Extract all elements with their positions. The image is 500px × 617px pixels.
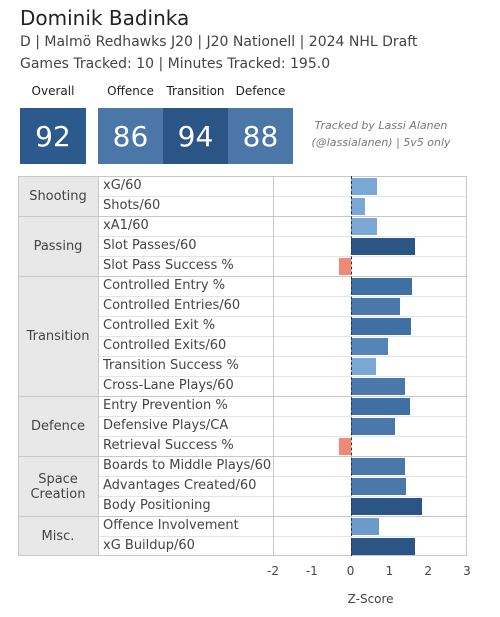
score-label: Transition <box>166 84 225 98</box>
metric-label: Boards to Middle Plays/60 <box>103 458 272 473</box>
row-divider <box>98 256 467 257</box>
group-label: Defence <box>18 396 98 456</box>
metric-label: Advantages Created/60 <box>103 478 257 493</box>
score-box: 88 <box>228 108 293 164</box>
row-divider <box>98 496 467 497</box>
note: Tracked by Lassi Alanen <box>314 119 448 132</box>
row-divider <box>98 316 467 317</box>
bar <box>350 378 405 395</box>
bar <box>350 318 411 335</box>
score-box: 94 <box>163 108 228 164</box>
bar <box>350 358 376 375</box>
metric-label: Controlled Exit % <box>103 318 216 333</box>
x-tick-label: 0 <box>346 564 355 578</box>
metric-label: xG/60 <box>103 178 142 193</box>
group-label: Passing <box>18 216 98 276</box>
row-divider <box>98 336 467 337</box>
bar <box>350 298 401 315</box>
bar <box>350 518 379 535</box>
bar <box>350 278 412 295</box>
row-divider <box>98 236 467 237</box>
metric-label: Controlled Entry % <box>103 278 226 293</box>
subtitle: D | Malmö Redhawks J20 | J20 Nationell |… <box>20 34 418 50</box>
group-label: Space Creation <box>18 456 98 516</box>
bar <box>338 438 351 455</box>
metric-label: Controlled Exits/60 <box>103 338 227 353</box>
group-label: Transition <box>18 276 98 396</box>
bar <box>338 258 351 275</box>
row-divider <box>98 416 467 417</box>
row-divider <box>98 536 467 537</box>
group-label: Shooting <box>18 176 98 216</box>
metric-label: Offence Involvement <box>103 518 239 533</box>
note: (@lassialanen) | 5v5 only <box>311 136 451 149</box>
metric-divider <box>98 176 99 556</box>
x-axis-label: Z-Score <box>347 592 394 606</box>
group-divider <box>98 396 467 397</box>
bar <box>350 418 396 435</box>
bar <box>350 458 405 475</box>
metric-label: Transition Success % <box>103 358 239 373</box>
score-box: 86 <box>98 108 163 164</box>
bar <box>350 498 422 515</box>
score-label: Offence <box>107 84 154 98</box>
x-tick-label: -1 <box>305 564 318 578</box>
x-tick-label: 2 <box>424 564 433 578</box>
metric-label: Body Positioning <box>103 498 211 513</box>
bar <box>350 338 389 355</box>
metric-label: Retrieval Success % <box>103 438 234 453</box>
bar <box>350 478 407 495</box>
bar <box>350 538 415 555</box>
row-divider <box>98 436 467 437</box>
metric-label: xA1/60 <box>103 218 149 233</box>
row-divider <box>98 376 467 377</box>
row-divider <box>98 196 467 197</box>
zero-line <box>350 176 352 556</box>
plot-border <box>18 176 467 556</box>
metric-label: xG Buildup/60 <box>103 538 195 553</box>
title: Dominik Badinka <box>20 6 190 30</box>
group-label: Misc. <box>18 516 98 556</box>
group-divider <box>98 216 467 217</box>
metric-label: Defensive Plays/CA <box>103 418 229 433</box>
score-box: 92 <box>20 108 86 164</box>
x-tick-label: -2 <box>267 564 279 578</box>
metric-label: Slot Passes/60 <box>103 238 197 253</box>
group-divider <box>98 456 467 457</box>
tracking-info: Games Tracked: 10 | Minutes Tracked: 195… <box>20 56 331 72</box>
bar <box>350 178 377 195</box>
x-tick-label: 3 <box>463 564 471 578</box>
group-divider <box>98 276 467 277</box>
group-divider <box>98 516 467 517</box>
bar <box>350 398 410 415</box>
bar <box>350 218 377 235</box>
row-divider <box>98 476 467 477</box>
row-divider <box>98 296 467 297</box>
metric-label: Controlled Entries/60 <box>103 298 241 313</box>
bar <box>350 198 365 215</box>
x-tick-label: 1 <box>385 564 394 578</box>
bar <box>350 238 415 255</box>
row-divider <box>98 356 467 357</box>
metric-label: Shots/60 <box>103 198 161 213</box>
score-label: Defence <box>235 84 286 98</box>
metric-label: Cross-Lane Plays/60 <box>103 378 234 393</box>
metric-label: Entry Prevention % <box>103 398 228 413</box>
metric-label: Slot Pass Success % <box>103 258 234 273</box>
plot-divider <box>273 176 274 556</box>
score-label: Overall <box>31 84 75 98</box>
